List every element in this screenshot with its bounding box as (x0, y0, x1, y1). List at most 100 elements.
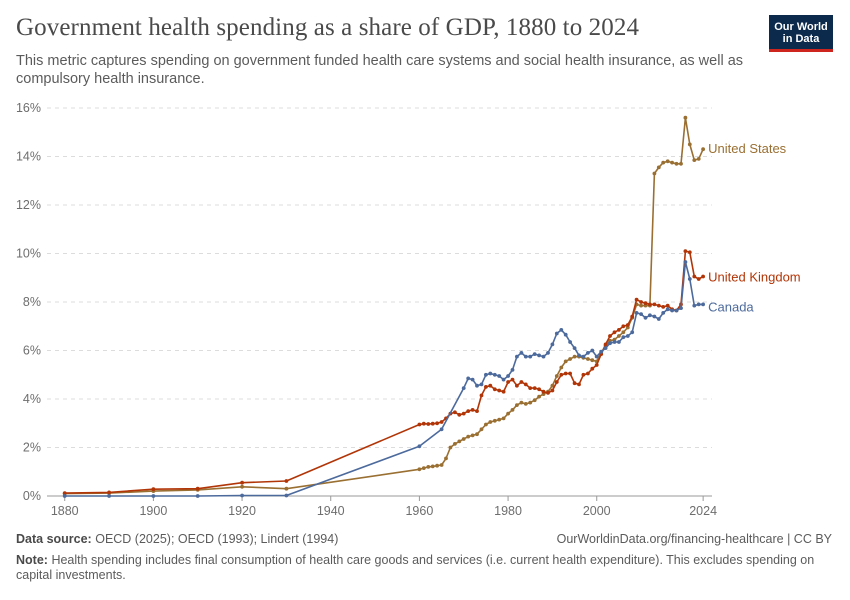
series-line-united-kingdom (64, 250, 704, 494)
data-point-canada (568, 340, 572, 344)
data-point-canada (701, 302, 705, 307)
data-point-united-states (497, 417, 502, 422)
data-point-canada (497, 374, 502, 378)
data-point-canada (683, 260, 688, 264)
data-point-united-kingdom (648, 302, 652, 307)
data-point-canada (652, 314, 657, 319)
data-point-united-states (639, 303, 643, 308)
note-text: Health spending includes final consumpti… (16, 553, 815, 582)
data-point-united-kingdom (639, 300, 643, 304)
y-tick-label: 16% (16, 101, 41, 115)
data-point-united-states (421, 466, 426, 470)
data-point-united-kingdom (426, 422, 431, 426)
data-point-canada (674, 308, 679, 313)
data-point-united-kingdom (537, 387, 541, 392)
data-point-united-kingdom (541, 389, 546, 394)
data-point-united-states (665, 159, 670, 164)
data-point-canada (577, 353, 581, 358)
chart-title: Government health spending as a share of… (16, 14, 640, 41)
data-point-canada (590, 348, 595, 353)
data-point-canada (608, 341, 612, 346)
data-source-label: Data source: (16, 532, 92, 546)
data-point-united-states (674, 161, 679, 166)
data-point-united-kingdom (586, 371, 590, 376)
data-point-united-kingdom (554, 380, 559, 384)
data-point-united-kingdom (701, 274, 705, 279)
data-point-united-states (586, 357, 590, 361)
data-point-canada (546, 351, 550, 355)
data-point-united-kingdom (240, 480, 245, 485)
y-tick-label: 2% (23, 441, 41, 455)
data-point-united-kingdom (439, 420, 444, 424)
data-point-canada (670, 308, 674, 313)
data-point-canada (612, 340, 617, 344)
data-point-united-states (506, 411, 510, 416)
source-url-link[interactable]: OurWorldinData.org/financing-healthcare … (556, 532, 832, 546)
data-point-united-kingdom (417, 422, 422, 427)
data-point-canada (656, 317, 661, 321)
data-point-united-kingdom (559, 372, 564, 377)
data-point-united-states (448, 445, 453, 450)
x-tick-label: 1900 (139, 504, 167, 518)
data-point-united-kingdom (421, 421, 426, 426)
data-point-united-states (692, 158, 697, 163)
series-label-canada: Canada (708, 299, 754, 314)
data-point-canada (581, 354, 586, 359)
data-point-united-states (550, 383, 555, 388)
logo-line-1: Our World (774, 21, 828, 33)
data-point-canada (572, 346, 577, 350)
data-point-united-kingdom (484, 385, 488, 389)
data-point-canada (643, 315, 648, 320)
x-axis: 1880 1900 1920 1940 1960 1980 2000 2024 (47, 495, 717, 518)
data-point-canada (541, 354, 546, 359)
data-point-united-kingdom (572, 381, 577, 386)
data-point-canada (151, 494, 156, 498)
data-point-united-kingdom (519, 380, 524, 384)
data-point-united-states (461, 437, 466, 441)
data-point-canada (630, 330, 635, 335)
data-point-united-kingdom (568, 371, 572, 376)
data-point-united-states (284, 486, 289, 491)
data-point-united-kingdom (479, 393, 484, 398)
data-point-united-states (621, 330, 626, 335)
data-point-canada (62, 494, 67, 498)
data-point-united-kingdom (594, 363, 599, 367)
data-point-united-kingdom (665, 303, 670, 308)
data-point-united-kingdom (461, 411, 466, 416)
data-point-united-kingdom (581, 372, 586, 377)
y-tick-label: 12% (16, 198, 41, 212)
data-point-canada (625, 334, 630, 338)
data-point-united-kingdom (621, 324, 626, 329)
logo-line-2: in Data (782, 33, 820, 45)
data-point-united-kingdom (453, 410, 457, 415)
data-point-canada (621, 335, 626, 340)
data-point-united-states (679, 161, 683, 166)
data-point-united-states (484, 422, 488, 427)
data-point-united-kingdom (195, 486, 200, 491)
data-point-united-states (426, 465, 431, 469)
data-source: Data source: OECD (2025); OECD (1993); L… (16, 532, 338, 546)
data-point-united-states (532, 398, 537, 403)
owid-logo[interactable]: Our World in Data (769, 15, 833, 52)
data-point-united-states (457, 439, 462, 444)
data-point-united-kingdom (656, 303, 661, 308)
data-point-canada (696, 302, 701, 307)
data-point-canada (510, 368, 515, 372)
data-point-united-kingdom (284, 479, 289, 483)
data-point-canada (639, 312, 643, 316)
data-point-united-kingdom (617, 328, 621, 332)
data-point-canada (528, 354, 533, 359)
series-label-united-states: United States (708, 141, 787, 156)
data-point-united-kingdom (608, 334, 612, 338)
data-point-united-kingdom (577, 382, 581, 387)
x-tick-label: 1960 (405, 504, 433, 518)
data-point-united-states (572, 354, 577, 359)
data-point-canada (284, 493, 289, 498)
data-point-canada (519, 351, 524, 355)
data-point-canada (563, 332, 568, 337)
data-point-united-states (439, 463, 444, 467)
series-lines[interactable] (62, 115, 705, 498)
data-point-united-kingdom (652, 302, 657, 307)
data-point-united-kingdom (492, 387, 497, 392)
data-point-united-states (417, 467, 422, 472)
